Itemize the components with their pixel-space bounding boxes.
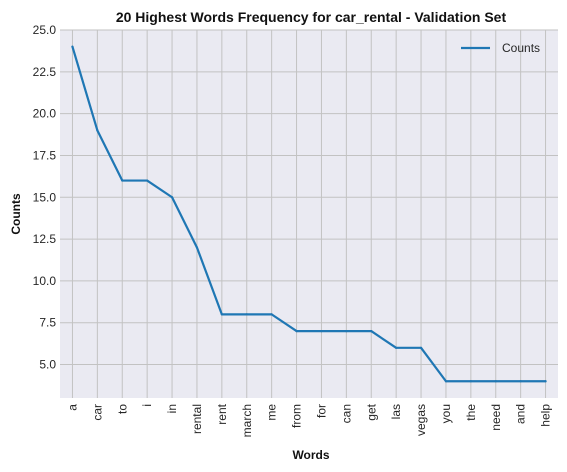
data-point <box>395 346 398 349</box>
data-point <box>544 380 547 383</box>
x-tick-label: rent <box>215 403 229 424</box>
x-tick-label: rental <box>190 404 204 434</box>
plot-area <box>60 30 558 398</box>
y-tick-label: 25.0 <box>33 23 57 37</box>
y-tick-label: 10.0 <box>33 274 57 288</box>
data-point <box>469 380 472 383</box>
x-tick-label: in <box>165 404 179 413</box>
data-point <box>370 329 373 333</box>
x-tick-label: from <box>290 404 304 428</box>
x-tick-label: to <box>115 404 129 414</box>
y-axis-ticks: 5.0 7.5 10.0 12.5 15.0 17.5 20.0 22.5 25.0 <box>33 23 57 372</box>
x-tick-label: the <box>464 404 478 421</box>
x-tick-label: me <box>265 404 279 421</box>
data-point <box>170 196 174 199</box>
x-tick-label: march <box>240 404 254 437</box>
x-axis-label: Words <box>292 448 329 462</box>
x-tick-label: need <box>489 404 503 431</box>
data-point <box>146 179 149 182</box>
grid-lines <box>60 29 558 398</box>
data-point <box>245 313 248 316</box>
data-point <box>519 380 522 383</box>
data-point <box>121 179 124 182</box>
x-tick-label: car <box>90 404 104 421</box>
x-axis-ticks: a car to i in rental rent march me from for can get l… <box>65 403 552 437</box>
x-tick-label: can <box>339 404 353 423</box>
x-tick-label: vegas <box>414 404 428 436</box>
data-point <box>444 380 448 383</box>
chart-title: 20 Highest Words Frequency for car_renta… <box>116 9 507 25</box>
legend: Counts <box>461 41 540 55</box>
y-axis-label: Counts <box>9 193 23 235</box>
data-point <box>270 313 273 316</box>
y-tick-label: 17.5 <box>33 148 57 162</box>
x-tick-label: for <box>314 404 328 418</box>
y-tick-label: 22.5 <box>33 65 57 79</box>
data-point <box>345 329 348 333</box>
data-point <box>96 129 99 132</box>
x-tick-label: i <box>140 404 154 407</box>
y-tick-label: 7.5 <box>39 316 56 330</box>
x-tick-label: you <box>439 404 453 423</box>
data-point <box>494 380 497 383</box>
x-tick-label: a <box>65 404 79 411</box>
x-tick-label: las <box>389 404 403 419</box>
data-point <box>320 329 323 333</box>
y-tick-label: 20.0 <box>33 107 57 121</box>
data-point <box>195 246 199 249</box>
series-group <box>71 45 547 383</box>
data-point <box>71 45 74 48</box>
x-tick-label: and <box>514 404 528 424</box>
data-point <box>295 329 298 333</box>
series-line-counts <box>71 45 547 383</box>
data-point <box>220 313 223 316</box>
data-point <box>419 346 423 349</box>
y-tick-label: 12.5 <box>33 232 57 246</box>
x-tick-label: help <box>539 404 553 427</box>
x-tick-label: get <box>364 403 378 420</box>
y-tick-label: 5.0 <box>39 358 56 372</box>
legend-label-counts: Counts <box>502 41 540 55</box>
y-tick-label: 15.0 <box>33 190 57 204</box>
